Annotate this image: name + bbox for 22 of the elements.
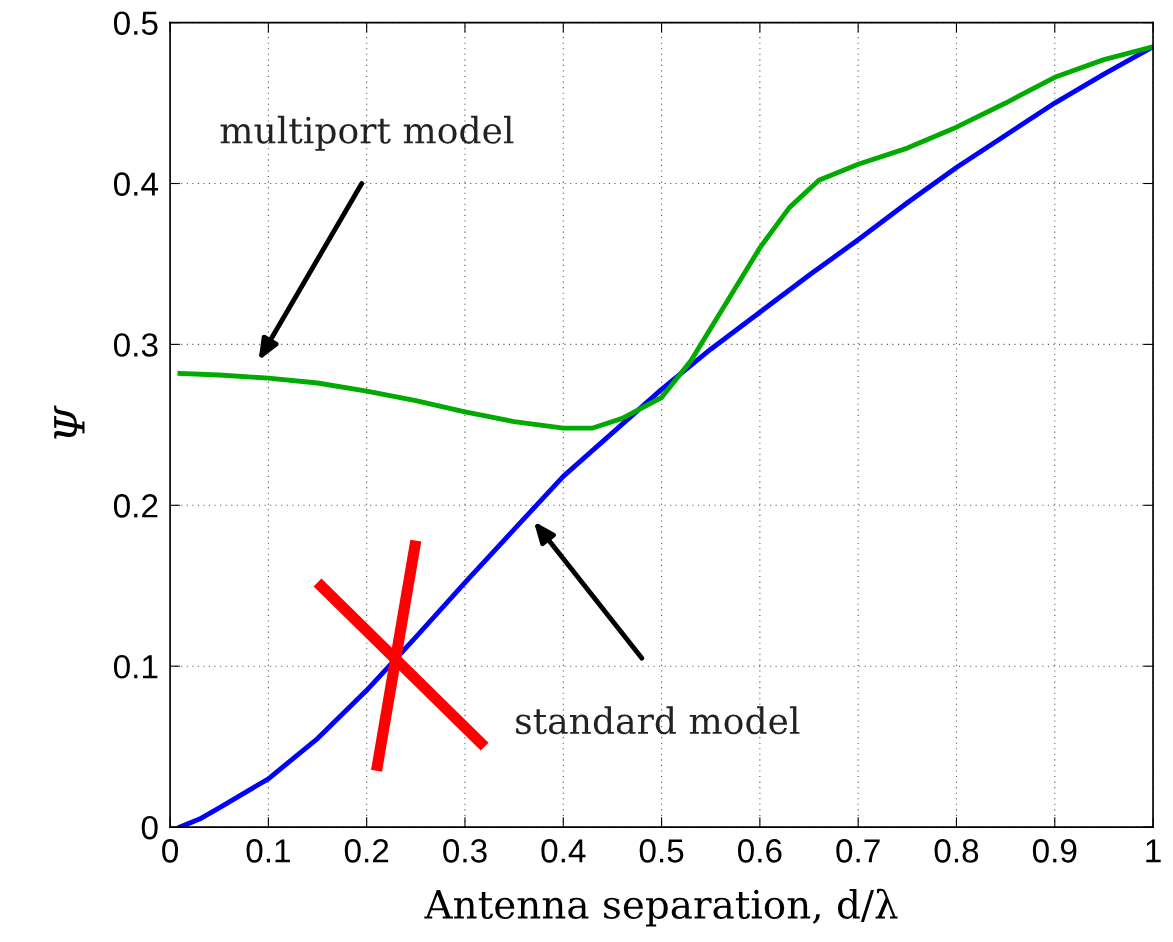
y-tick-label: 0 [141,815,158,840]
y-tick-label: 0.1 [113,654,158,679]
x-tick-label: 0.9 [1032,839,1077,863]
x-tick-label: 0.8 [934,839,979,863]
y-tick-label: 0.3 [113,333,158,357]
x-tick-label: 1 [1146,839,1161,863]
y-axis-title: Ψ [54,405,85,439]
x-tick-label: 0.2 [344,839,389,863]
y-tick-label: 0.4 [113,172,158,196]
y-tick-label: 0.5 [113,11,158,36]
x-tick-label: 0.5 [639,839,684,863]
line-series [177,44,1154,431]
x-tick-label: 0 [162,839,179,863]
annotation: multiport model [220,115,514,151]
y-tick-label: 0.2 [113,494,158,518]
x-axis-title: Antenna separation, d/λ [424,888,898,927]
annotation: standard model [516,706,800,735]
x-tick-label: 0.3 [443,839,487,863]
x-tick-label: 0.4 [541,839,586,863]
x-tick-label: 0.7 [836,839,880,863]
x-tick-label: 0.1 [246,839,290,863]
x-tick-label: 0.6 [738,839,782,863]
